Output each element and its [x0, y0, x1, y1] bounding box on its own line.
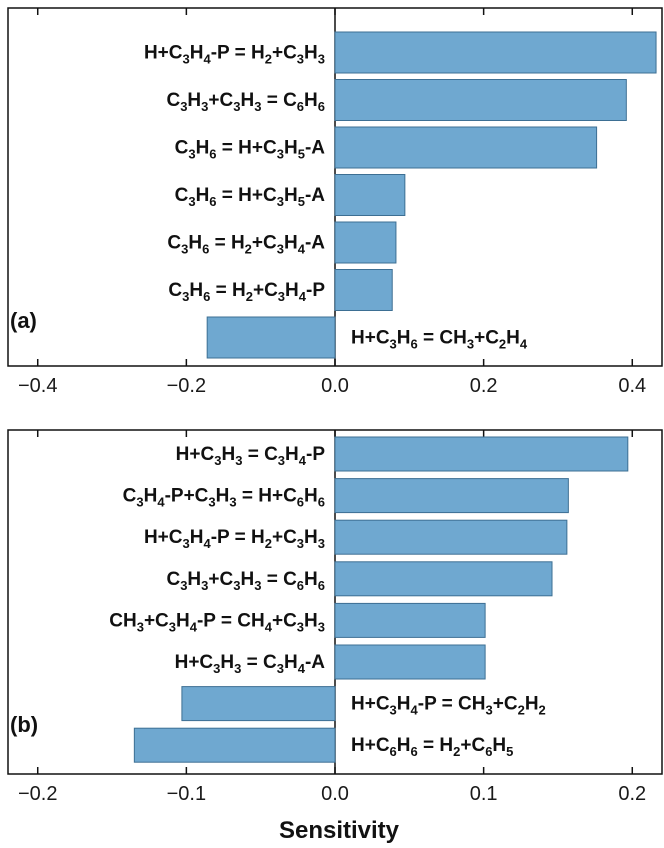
panel-label: (b) [10, 712, 38, 737]
reaction-label: C3H6 = H2+C3H4-P [168, 280, 325, 304]
x-tick-label: −0.4 [18, 375, 57, 397]
panel-label: (a) [10, 308, 37, 333]
reaction-label: CH3+C3H4-P = CH4+C3H3 [109, 610, 325, 634]
reaction-label: H+C3H3 = C3H4-P [176, 444, 326, 468]
reaction-label: H+C3H6 = CH3+C2H4 [351, 328, 528, 352]
reaction-label: C3H6 = H+C3H5-A [175, 185, 326, 209]
bar [181, 686, 336, 722]
reaction-label: C3H4-P+C3H3 = H+C6H6 [123, 486, 325, 510]
reaction-label: H+C3H3 = C3H4-A [175, 652, 326, 676]
x-tick-label: −0.2 [18, 783, 57, 805]
bar [206, 316, 336, 359]
bar [334, 174, 406, 216]
reaction-label: C3H3+C3H3 = C6H6 [166, 569, 325, 593]
x-tick-label: 0.4 [618, 375, 646, 397]
x-tick-label: 0.2 [470, 375, 498, 397]
x-tick-label: 0.0 [321, 375, 349, 397]
bar [334, 561, 553, 597]
x-tick-label: 0.0 [321, 783, 349, 805]
bar [334, 478, 569, 514]
x-tick-label: 0.1 [470, 783, 498, 805]
reaction-label: H+C3H4-P = H2+C3H3 [144, 43, 325, 67]
bar [334, 269, 393, 311]
panel-a: −0.4 −0.2 0.0 0.2 0.4 H+C3H4-P = H2+C3H3 C3H3+… [7, 7, 663, 397]
reaction-label: H+C3H4-P = CH3+C2H2 [351, 694, 546, 718]
x-tick-label: −0.2 [167, 375, 206, 397]
bar [334, 126, 598, 169]
panel-b: −0.2 −0.1 0.0 0.1 0.2 H+C3H3 = C3H4-P C3H4-P+C… [7, 429, 663, 805]
bar [334, 519, 568, 555]
reaction-label: H+C3H4-P = H2+C3H3 [144, 527, 325, 551]
bar [334, 31, 657, 74]
reaction-label: H+C6H6 = H2+C6H5 [351, 735, 513, 759]
reaction-label: C3H6 = H2+C3H4-A [167, 233, 325, 257]
x-tick-label: 0.2 [618, 783, 646, 805]
bar [334, 436, 629, 472]
reaction-label: C3H6 = H+C3H5-A [175, 138, 326, 162]
x-axis-label: Sensitivity [279, 817, 400, 844]
bar [334, 644, 486, 680]
reaction-label: C3H3+C3H3 = C6H6 [166, 90, 325, 114]
x-tick-label: −0.1 [167, 783, 206, 805]
bar [133, 727, 336, 763]
bar [334, 79, 627, 121]
bar [334, 602, 486, 638]
bar [334, 221, 397, 264]
